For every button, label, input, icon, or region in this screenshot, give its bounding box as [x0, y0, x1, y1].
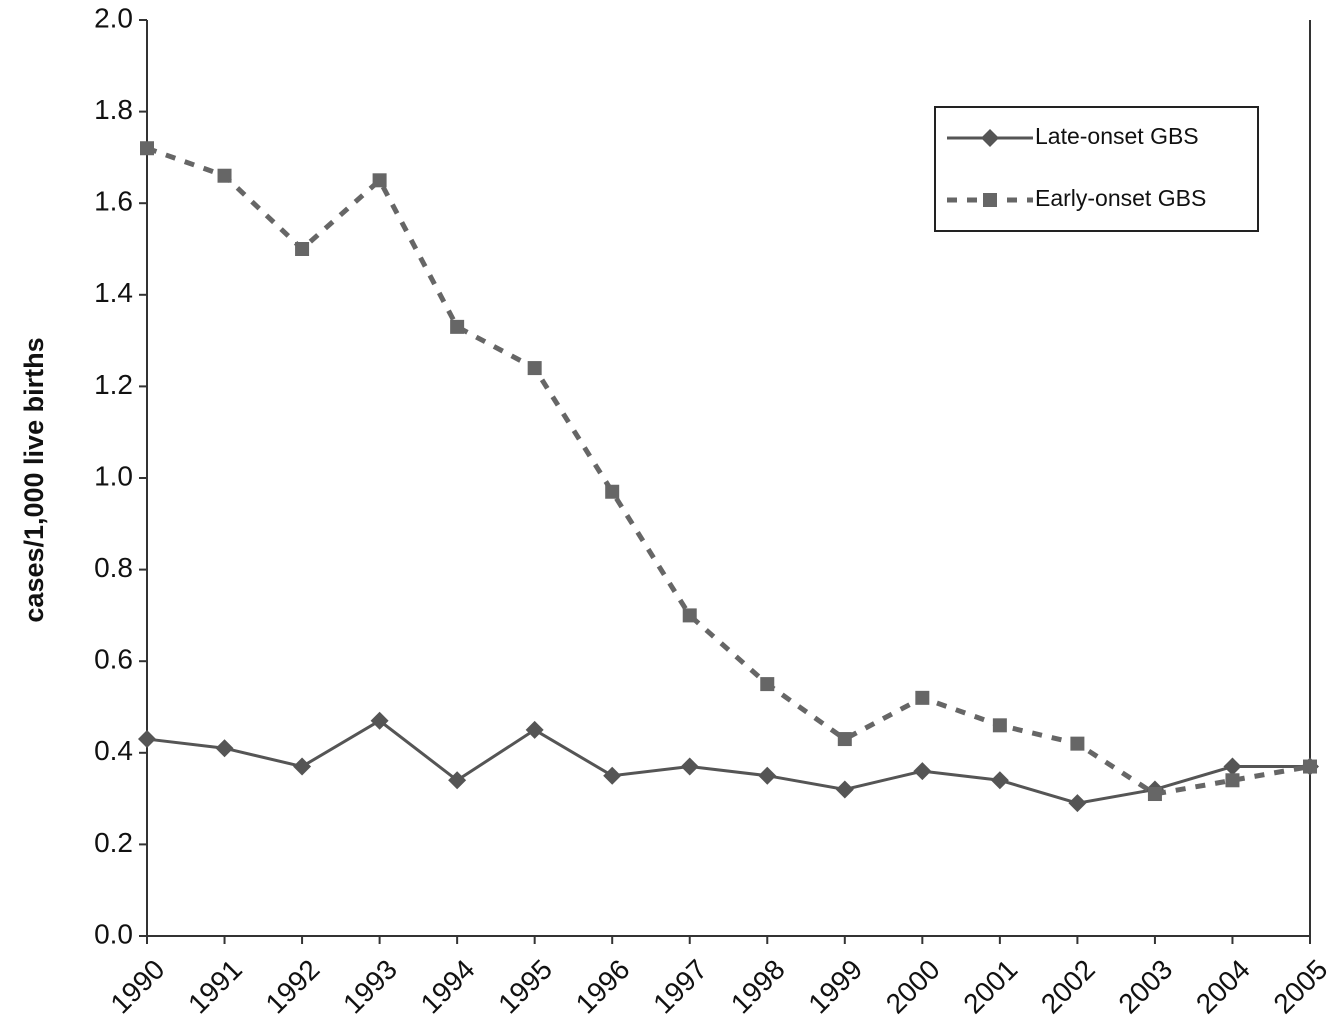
data-point — [1068, 794, 1087, 813]
x-tick-label: 1998 — [725, 954, 791, 1020]
data-point — [450, 319, 465, 334]
data-point — [758, 766, 777, 785]
x-tick-label: 1990 — [104, 954, 170, 1020]
legend-label: Late-onset GBS — [1035, 123, 1199, 149]
x-tick-label: 1999 — [802, 954, 868, 1020]
x-tick-label: 1992 — [260, 954, 326, 1020]
data-point — [680, 757, 699, 776]
y-tick-label: 0.8 — [94, 552, 133, 583]
data-point — [448, 771, 467, 790]
x-tick-label: 2001 — [957, 954, 1023, 1020]
legend-label: Early-onset GBS — [1035, 185, 1206, 211]
x-tick-label: 2000 — [880, 954, 946, 1020]
x-tick-label: 2002 — [1035, 954, 1101, 1020]
y-axis-label: cases/1,000 live births — [19, 337, 49, 622]
series-line — [146, 718, 1310, 805]
legend-box — [934, 106, 1259, 232]
data-point — [913, 762, 932, 781]
y-tick-label: 1.0 — [94, 460, 133, 491]
x-tick-label: 1995 — [492, 954, 558, 1020]
data-point — [217, 168, 232, 183]
data-point — [603, 766, 622, 785]
y-tick-label: 0.0 — [94, 918, 133, 949]
y-tick-label: 1.4 — [94, 277, 133, 308]
data-point — [1147, 787, 1162, 802]
data-point — [370, 711, 389, 730]
data-point — [1225, 773, 1240, 788]
x-tick-label: 2003 — [1112, 954, 1178, 1020]
y-tick-label: 1.2 — [94, 369, 133, 400]
data-point — [295, 242, 310, 256]
data-point — [527, 361, 542, 376]
data-point — [293, 757, 312, 776]
series-line — [146, 145, 1311, 797]
y-tick-label: 0.4 — [94, 735, 133, 766]
data-point — [760, 677, 775, 692]
x-tick-label: 2005 — [1267, 954, 1330, 1020]
x-tick-label: 1993 — [337, 954, 403, 1020]
x-tick-label: 1996 — [570, 954, 636, 1020]
x-tick-label: 1991 — [182, 954, 248, 1020]
x-tick-label: 1994 — [415, 954, 481, 1020]
data-point — [835, 780, 854, 799]
legend-marker — [981, 129, 999, 147]
data-point — [215, 739, 234, 758]
data-point — [525, 720, 544, 739]
x-tick-label: 2004 — [1190, 954, 1256, 1020]
data-point — [682, 608, 697, 623]
data-point — [915, 690, 930, 705]
y-tick-label: 1.6 — [94, 186, 133, 217]
data-point — [140, 141, 154, 156]
x-tick-label: 1997 — [647, 954, 713, 1020]
y-tick-label: 0.6 — [94, 644, 133, 675]
data-point — [992, 718, 1007, 733]
data-point — [1223, 757, 1242, 776]
data-point — [1303, 759, 1317, 774]
data-point — [605, 484, 620, 499]
y-tick-label: 1.8 — [94, 94, 133, 125]
legend-marker — [983, 193, 997, 207]
data-point — [372, 173, 387, 188]
y-tick-label: 2.0 — [94, 2, 133, 33]
data-point — [837, 732, 852, 747]
data-point — [138, 730, 156, 749]
data-point — [1070, 736, 1085, 751]
y-tick-label: 0.2 — [94, 827, 133, 858]
data-point — [990, 771, 1009, 790]
